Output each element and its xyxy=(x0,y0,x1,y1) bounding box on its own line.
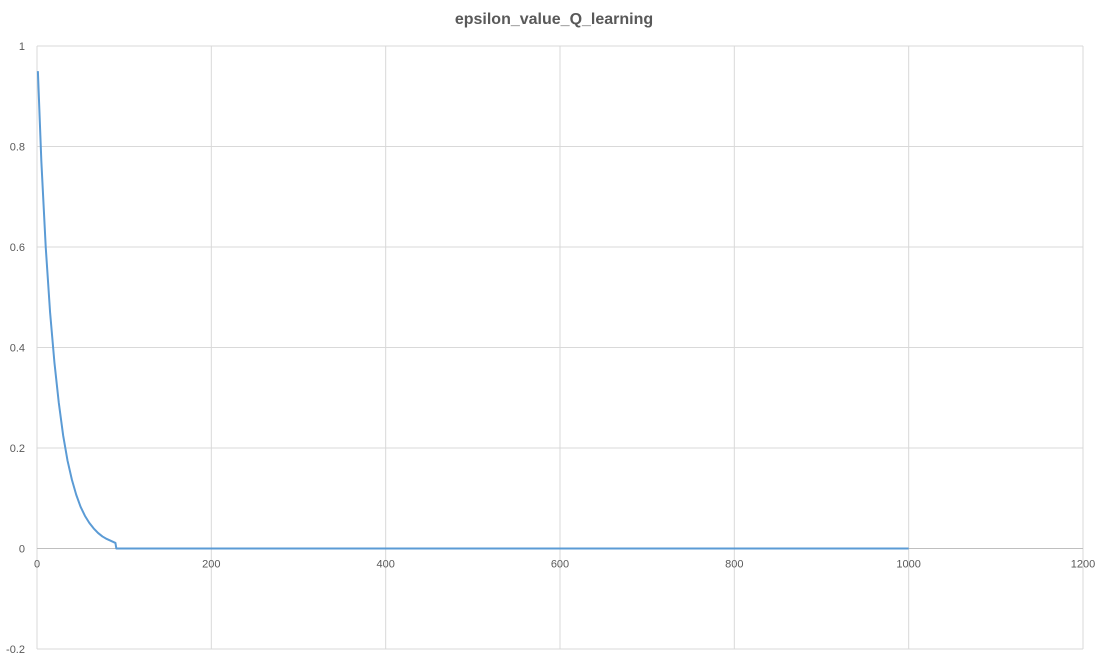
x-tick-label: 600 xyxy=(551,559,569,571)
y-tick-label: 0.6 xyxy=(10,242,25,254)
series-line xyxy=(36,71,909,550)
tick-labels: -0.2 0 0.2 0.4 0.6 0.8 1 0 200 400 600 800 1000 1200 xyxy=(6,41,1095,656)
x-tick-label: 0 xyxy=(34,559,40,571)
y-tick-label: 0 xyxy=(19,544,25,556)
y-tick-label: 0.4 xyxy=(10,343,25,355)
x-tick-label: 1200 xyxy=(1071,559,1095,571)
x-tick-label: 1000 xyxy=(896,559,920,571)
x-tick-label: 800 xyxy=(725,559,743,571)
y-tick-label: 1 xyxy=(19,41,25,53)
y-tick-label: -0.2 xyxy=(6,644,25,656)
x-tick-label: 400 xyxy=(376,559,394,571)
y-tick-label: 0.2 xyxy=(10,443,25,455)
chart-title: epsilon_value_Q_learning xyxy=(455,11,653,28)
x-tick-label: 200 xyxy=(202,559,220,571)
y-tick-label: 0.8 xyxy=(10,142,25,154)
series-layer xyxy=(36,71,909,550)
